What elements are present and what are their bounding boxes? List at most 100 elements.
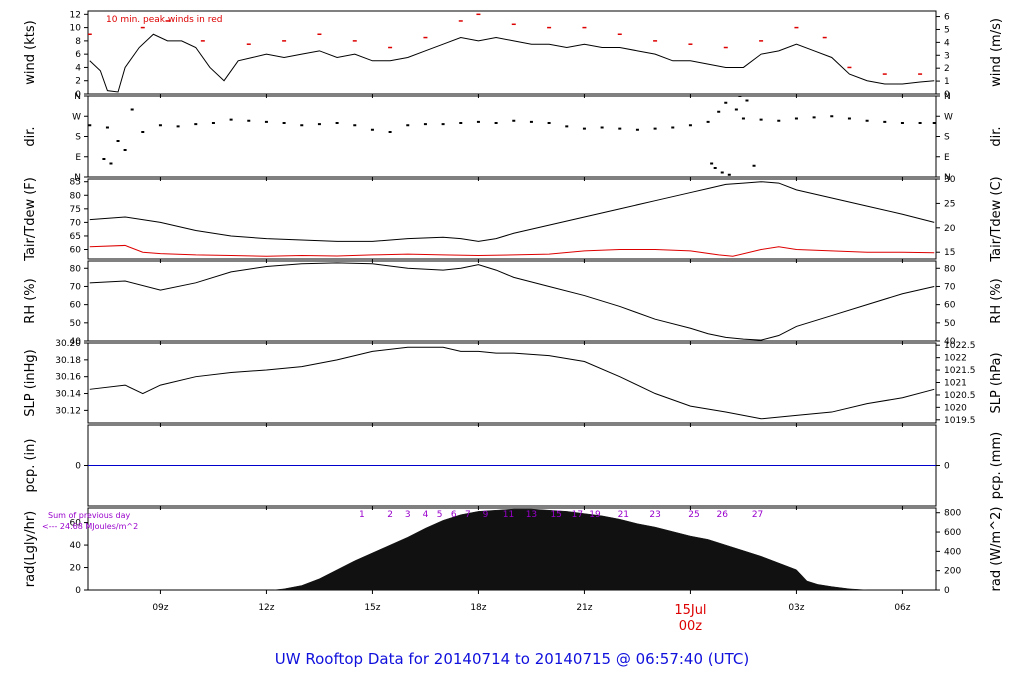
right-tick-label: 5 xyxy=(944,25,950,35)
left-tick-label: N xyxy=(74,92,81,102)
panel-temp: 60 65 70 75 80 85 15 20 25 30 Tair/Tdew (F) Tair/Td… xyxy=(23,175,1004,263)
hour-marker: 27 xyxy=(752,510,763,520)
direction-point xyxy=(724,101,728,104)
series-group xyxy=(89,181,935,257)
direction-point xyxy=(459,122,463,124)
series-group xyxy=(88,13,935,93)
direction-point xyxy=(794,117,798,120)
series-group xyxy=(88,96,936,176)
x-tick-label: 12z xyxy=(258,603,274,613)
right-tick-label: 1 xyxy=(944,77,950,87)
right-tick-label: 30 xyxy=(944,175,956,185)
left-tick-label: S xyxy=(75,133,81,143)
left-tick-label: 75 xyxy=(70,205,81,215)
right-tick-label: 1019.5 xyxy=(944,416,976,426)
left-tick-label: 60 xyxy=(70,301,82,311)
direction-point xyxy=(883,120,887,123)
right-tick-label: 80 xyxy=(944,264,956,274)
direction-point xyxy=(727,173,731,176)
direction-point xyxy=(388,131,392,133)
series-group xyxy=(89,346,935,420)
direction-point xyxy=(370,128,374,131)
hour-marker: 2 xyxy=(387,510,393,520)
panel-frame xyxy=(87,342,937,424)
hour-marker: 11 xyxy=(503,510,514,520)
right-axis-label: dir. xyxy=(989,126,1004,146)
wind-annotation: 10 min. peak winds in red xyxy=(106,15,223,25)
direction-point xyxy=(116,140,120,142)
direction-point xyxy=(865,119,869,122)
direction-point xyxy=(130,108,134,111)
x-tick-label: 15z xyxy=(364,603,380,613)
right-tick-label: 1020 xyxy=(944,403,967,413)
direction-point xyxy=(529,120,533,123)
direction-point xyxy=(88,124,92,127)
direction-point xyxy=(476,120,480,123)
series-line xyxy=(89,33,935,93)
direction-point xyxy=(565,125,569,128)
left-tick-label: 30.18 xyxy=(55,356,81,366)
right-tick-label: 60 xyxy=(944,301,956,311)
direction-point xyxy=(900,122,904,124)
panel-frame xyxy=(87,95,937,178)
left-tick-label: 80 xyxy=(70,264,82,274)
panel-frame xyxy=(87,10,937,95)
right-tick-label: 1022 xyxy=(944,354,967,364)
direction-point xyxy=(229,118,233,121)
right-tick-label: 20 xyxy=(944,224,956,234)
right-tick-label: 4 xyxy=(944,38,950,48)
right-tick-label: 0 xyxy=(944,462,950,472)
left-tick-label: 50 xyxy=(70,319,82,329)
direction-point xyxy=(847,117,851,120)
right-tick-label: 0 xyxy=(944,586,950,596)
right-tick-label: E xyxy=(944,153,950,163)
direction-point xyxy=(406,124,410,127)
x-tick-label: 09z xyxy=(152,603,168,613)
left-tick-label: 20 xyxy=(70,564,82,574)
right-axis-label: SLP (hPa) xyxy=(989,352,1004,413)
hour-marker: 3 xyxy=(405,510,411,520)
left-tick-label: 8 xyxy=(75,37,81,47)
right-axis-label: RH (%) xyxy=(989,278,1004,323)
right-tick-label: 15 xyxy=(944,248,955,258)
right-tick-label: 400 xyxy=(944,547,961,557)
direction-point xyxy=(618,127,622,130)
right-tick-label: 2 xyxy=(944,64,950,74)
left-tick-label: 12 xyxy=(70,10,81,20)
direction-point xyxy=(752,164,756,167)
hour-marker: 7 xyxy=(465,510,471,520)
footer-title: UW Rooftop Data for 20140714 to 20140715… xyxy=(274,650,750,668)
series-group xyxy=(89,262,935,341)
direction-point xyxy=(264,120,268,123)
right-tick-label: 200 xyxy=(944,567,961,577)
x-tick-label: 06z xyxy=(894,603,910,613)
date-label: 15Jul xyxy=(674,603,706,618)
right-tick-label: 3 xyxy=(944,51,950,61)
left-tick-label: 65 xyxy=(70,232,81,242)
left-tick-label: 60 xyxy=(70,246,82,256)
left-tick-label: 2 xyxy=(75,77,81,87)
direction-point xyxy=(745,99,749,102)
left-tick-label: 80 xyxy=(70,191,82,201)
direction-point xyxy=(738,96,742,97)
right-tick-label: 1020.5 xyxy=(944,391,976,401)
left-axis-label: dir. xyxy=(23,126,38,146)
direction-point xyxy=(105,126,109,129)
panel-rh: 40 50 60 70 80 40 50 60 70 80 RH (%) RH (%) xyxy=(23,260,1004,347)
series-line xyxy=(89,181,935,242)
left-axis-label: Tair/Tdew (F) xyxy=(23,177,38,262)
left-tick-label: 70 xyxy=(70,282,82,292)
panel-frame xyxy=(87,260,937,342)
left-axis-label: RH (%) xyxy=(23,278,38,323)
series-group xyxy=(273,508,868,590)
right-tick-label: 25 xyxy=(944,199,955,209)
right-tick-label: 70 xyxy=(944,282,956,292)
direction-point xyxy=(720,171,724,174)
right-tick-label: 50 xyxy=(944,319,956,329)
left-tick-label: 30.16 xyxy=(55,373,81,383)
date-sub-label: 00z xyxy=(679,619,703,634)
hour-marker: 21 xyxy=(618,510,629,520)
direction-point xyxy=(282,122,286,124)
